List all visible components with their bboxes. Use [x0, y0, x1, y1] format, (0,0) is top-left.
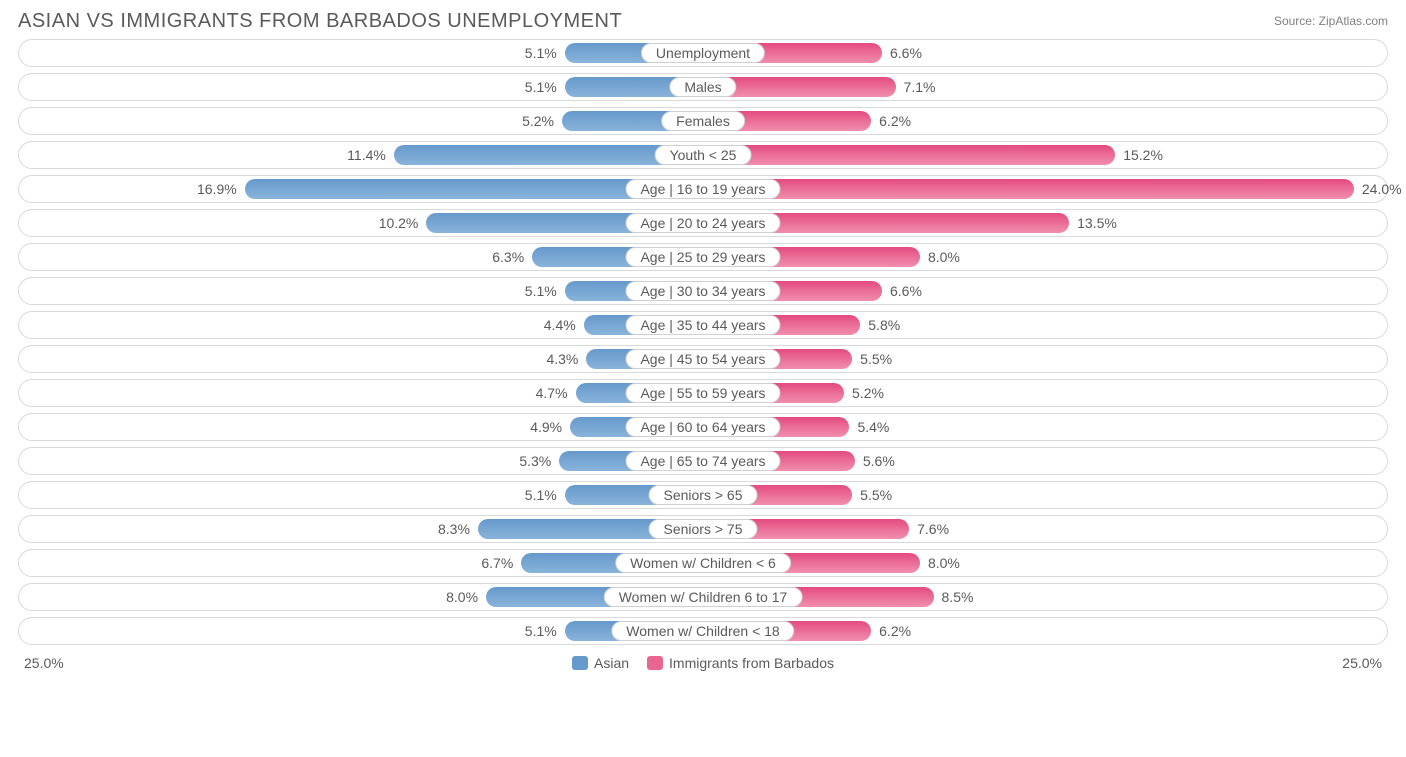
value-right: 13.5%	[1069, 213, 1117, 233]
value-left: 8.3%	[438, 519, 478, 539]
chart-row: 5.3% 5.6% Age | 65 to 74 years	[18, 447, 1388, 475]
value-right: 5.2%	[844, 383, 884, 403]
chart-row: 11.4% 15.2% Youth < 25	[18, 141, 1388, 169]
value-left: 4.7%	[536, 383, 576, 403]
value-left: 5.1%	[525, 485, 565, 505]
category-label: Women w/ Children < 18	[611, 621, 794, 641]
category-label: Age | 16 to 19 years	[625, 179, 780, 199]
value-right: 6.2%	[871, 621, 911, 641]
value-right: 5.6%	[855, 451, 895, 471]
value-left: 5.1%	[525, 621, 565, 641]
chart-row: 4.3% 5.5% Age | 45 to 54 years	[18, 345, 1388, 373]
category-label: Age | 55 to 59 years	[625, 383, 780, 403]
chart-row: 4.7% 5.2% Age | 55 to 59 years	[18, 379, 1388, 407]
category-label: Youth < 25	[655, 145, 752, 165]
legend-swatch-left	[572, 656, 588, 670]
chart-row: 10.2% 13.5% Age | 20 to 24 years	[18, 209, 1388, 237]
value-right: 8.0%	[920, 553, 960, 573]
source-label: Source: ZipAtlas.com	[1274, 14, 1388, 28]
chart-row: 8.3% 7.6% Seniors > 75	[18, 515, 1388, 543]
axis-left-max: 25.0%	[24, 655, 64, 671]
category-label: Age | 35 to 44 years	[625, 315, 780, 335]
value-left: 6.3%	[492, 247, 532, 267]
legend-item-right: Immigrants from Barbados	[647, 655, 834, 671]
value-right: 8.5%	[934, 587, 974, 607]
value-left: 5.1%	[525, 43, 565, 63]
value-left: 8.0%	[446, 587, 486, 607]
chart-row: 8.0% 8.5% Women w/ Children 6 to 17	[18, 583, 1388, 611]
category-label: Women w/ Children 6 to 17	[604, 587, 803, 607]
value-left: 4.9%	[530, 417, 570, 437]
value-right: 7.1%	[896, 77, 936, 97]
value-left: 5.2%	[522, 111, 562, 131]
footer: 25.0% Asian Immigrants from Barbados 25.…	[0, 651, 1406, 681]
category-label: Males	[669, 77, 736, 97]
value-right: 5.8%	[860, 315, 900, 335]
chart-row: 6.3% 8.0% Age | 25 to 29 years	[18, 243, 1388, 271]
value-right: 24.0%	[1354, 179, 1402, 199]
bar-right	[703, 179, 1354, 199]
chart-row: 4.9% 5.4% Age | 60 to 64 years	[18, 413, 1388, 441]
legend-swatch-right	[647, 656, 663, 670]
category-label: Females	[661, 111, 745, 131]
chart-row: 5.1% 6.6% Age | 30 to 34 years	[18, 277, 1388, 305]
value-right: 5.5%	[852, 349, 892, 369]
value-right: 8.0%	[920, 247, 960, 267]
chart-row: 6.7% 8.0% Women w/ Children < 6	[18, 549, 1388, 577]
value-right: 5.5%	[852, 485, 892, 505]
chart-row: 5.2% 6.2% Females	[18, 107, 1388, 135]
category-label: Age | 30 to 34 years	[625, 281, 780, 301]
chart-row: 5.1% 7.1% Males	[18, 73, 1388, 101]
header: ASIAN VS IMMIGRANTS FROM BARBADOS UNEMPL…	[0, 0, 1406, 39]
chart-row: 5.1% 5.5% Seniors > 65	[18, 481, 1388, 509]
category-label: Age | 25 to 29 years	[625, 247, 780, 267]
value-left: 6.7%	[481, 553, 521, 573]
value-left: 5.3%	[519, 451, 559, 471]
category-label: Age | 65 to 74 years	[625, 451, 780, 471]
chart-row: 5.1% 6.6% Unemployment	[18, 39, 1388, 67]
legend: Asian Immigrants from Barbados	[572, 655, 834, 671]
value-left: 10.2%	[379, 213, 427, 233]
chart-title: ASIAN VS IMMIGRANTS FROM BARBADOS UNEMPL…	[18, 10, 622, 33]
value-right: 6.6%	[882, 43, 922, 63]
value-right: 15.2%	[1115, 145, 1163, 165]
category-label: Age | 45 to 54 years	[625, 349, 780, 369]
category-label: Seniors > 75	[649, 519, 758, 539]
category-label: Women w/ Children < 6	[615, 553, 791, 573]
legend-label-right: Immigrants from Barbados	[669, 655, 834, 671]
category-label: Unemployment	[641, 43, 765, 63]
value-left: 11.4%	[347, 145, 394, 165]
chart-area: 5.1% 6.6% Unemployment 5.1% 7.1% Males 5.2% 6.2…	[18, 39, 1388, 645]
chart-row: 16.9%24.0%Age | 16 to 19 years	[18, 175, 1388, 203]
value-left: 16.9%	[197, 179, 245, 199]
value-left: 4.4%	[544, 315, 584, 335]
category-label: Age | 20 to 24 years	[625, 213, 780, 233]
category-label: Age | 60 to 64 years	[625, 417, 780, 437]
value-right: 6.6%	[882, 281, 922, 301]
value-right: 5.4%	[849, 417, 889, 437]
chart-row: 4.4% 5.8% Age | 35 to 44 years	[18, 311, 1388, 339]
legend-label-left: Asian	[594, 655, 629, 671]
bar-right	[703, 145, 1115, 165]
value-right: 6.2%	[871, 111, 911, 131]
chart-container: ASIAN VS IMMIGRANTS FROM BARBADOS UNEMPL…	[0, 0, 1406, 681]
category-label: Seniors > 65	[649, 485, 758, 505]
legend-item-left: Asian	[572, 655, 629, 671]
value-left: 5.1%	[525, 281, 565, 301]
axis-right-max: 25.0%	[1342, 655, 1382, 671]
value-left: 5.1%	[525, 77, 565, 97]
value-right: 7.6%	[909, 519, 949, 539]
chart-row: 5.1% 6.2% Women w/ Children < 18	[18, 617, 1388, 645]
value-left: 4.3%	[546, 349, 586, 369]
